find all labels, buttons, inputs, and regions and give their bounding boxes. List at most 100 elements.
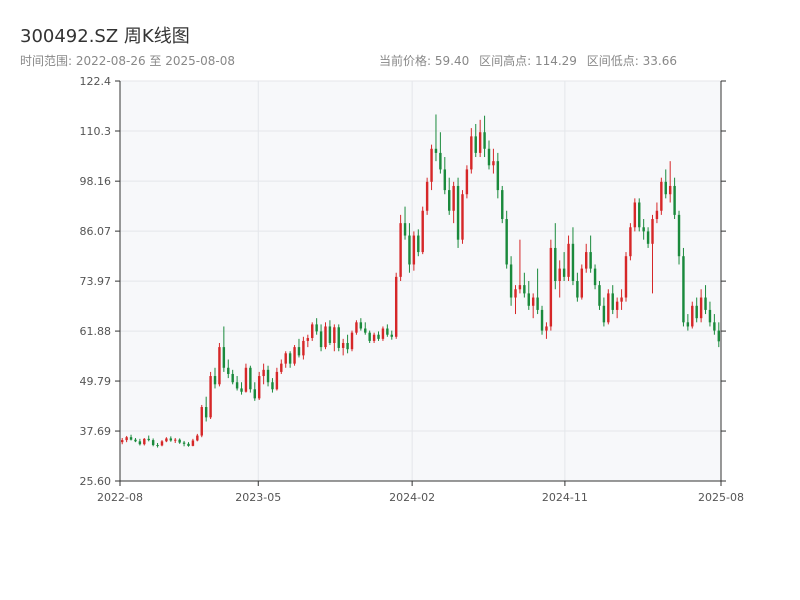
candle: [120, 438, 124, 445]
candle: [350, 330, 354, 352]
candle-body: [509, 264, 513, 298]
candle-body: [213, 376, 217, 385]
candle: [686, 314, 690, 331]
candle: [691, 301, 694, 329]
candle: [227, 359, 230, 379]
candle-body: [288, 353, 292, 364]
candle: [151, 438, 155, 447]
candle: [470, 128, 473, 174]
candle-body: [302, 340, 305, 356]
candle-body: [222, 347, 226, 368]
candle: [213, 367, 217, 389]
candle: [708, 301, 712, 327]
candle: [492, 148, 495, 174]
candle-body: [478, 132, 482, 153]
candle-body: [668, 185, 672, 195]
candle: [523, 272, 526, 298]
candle-body: [372, 334, 376, 341]
candle-body: [253, 389, 256, 399]
candle: [147, 435, 150, 442]
candle-body: [465, 169, 469, 195]
candle: [448, 177, 451, 215]
candle-body: [602, 305, 606, 323]
candle-body: [209, 376, 212, 418]
candle: [615, 297, 619, 319]
candle-body: [328, 326, 332, 343]
candle: [257, 371, 261, 401]
candle: [549, 239, 553, 331]
candle-body: [262, 369, 265, 377]
candle-body: [589, 252, 592, 269]
candle: [651, 214, 654, 294]
candle: [337, 324, 340, 352]
candle-body: [695, 305, 698, 319]
chart-title: 300492.SZ 周K线图: [20, 26, 190, 47]
candle-body: [315, 324, 318, 332]
candle-body: [346, 342, 349, 350]
candle: [487, 140, 491, 170]
candle-body: [390, 334, 393, 337]
candle: [386, 324, 389, 337]
candle-body: [686, 322, 690, 327]
candle-body: [399, 223, 402, 277]
candle: [673, 177, 676, 220]
candle: [633, 198, 637, 232]
candle: [182, 440, 186, 447]
candle: [412, 231, 416, 271]
candle: [540, 305, 544, 335]
candle: [271, 378, 274, 393]
candle-body: [271, 382, 274, 390]
candle-body: [580, 268, 584, 298]
candle: [364, 322, 367, 335]
candle: [408, 223, 411, 273]
y-tick-label: 98.16: [80, 175, 112, 188]
candle-body: [611, 293, 614, 310]
y-tick-label: 86.07: [80, 225, 112, 238]
axes: 25.60 37.69 49.79 61.88 73.97 86.07 98.16 110.3…: [80, 75, 744, 504]
candle-body: [713, 322, 716, 331]
candle: [655, 202, 659, 224]
candle: [505, 210, 508, 269]
candle-body: [448, 190, 451, 211]
candle: [253, 382, 256, 401]
candle-body: [487, 148, 491, 166]
candle: [191, 438, 195, 447]
candle: [297, 338, 301, 358]
candle-body: [536, 297, 539, 310]
candle: [545, 322, 548, 339]
candle: [333, 324, 336, 352]
candle-body: [174, 439, 177, 441]
candle: [580, 264, 584, 300]
candle-body: [227, 367, 230, 374]
candle-body: [456, 185, 460, 240]
candle: [174, 438, 177, 443]
candle: [677, 210, 681, 265]
candle: [576, 272, 579, 302]
candle-body: [364, 328, 367, 333]
candle-body: [492, 161, 495, 166]
candle-body: [642, 227, 645, 232]
candle-body: [319, 331, 323, 348]
candle: [403, 206, 407, 240]
candle-body: [505, 219, 508, 265]
candle: [359, 318, 363, 331]
candle-body: [576, 281, 579, 298]
candle-body: [677, 214, 681, 257]
candle-body: [306, 338, 310, 341]
candle-body: [540, 309, 544, 331]
candle: [306, 334, 310, 348]
candle: [244, 363, 248, 393]
candle-body: [607, 293, 610, 323]
candle-body: [646, 231, 650, 244]
candle-body: [660, 181, 663, 211]
candle: [452, 181, 455, 224]
candle: [390, 330, 393, 340]
candle: [624, 252, 628, 302]
candle: [554, 223, 557, 290]
candle-body: [496, 161, 500, 191]
candle: [138, 438, 142, 446]
candle-body: [615, 301, 619, 310]
candle: [536, 268, 539, 315]
candle-body: [417, 235, 420, 253]
candle-body: [178, 439, 181, 443]
